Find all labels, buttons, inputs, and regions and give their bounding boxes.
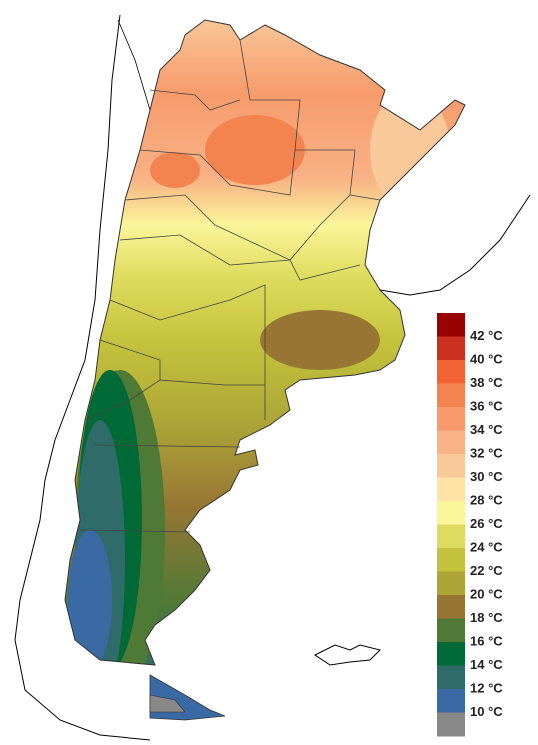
legend-label: 32 °C (470, 445, 503, 460)
hot-zone (205, 115, 305, 185)
legend-label: 26 °C (470, 516, 503, 531)
legend-swatch (437, 454, 465, 478)
falkland-islands (314, 644, 381, 666)
legend-swatch (437, 477, 465, 502)
legend: 42 °C 40 °C 38 °C 36 °C 34 °C 32 °C 30 °C 28 °C… (437, 313, 503, 737)
legend-swatch (437, 430, 465, 455)
province-border (109, 284, 266, 420)
province-border (124, 194, 351, 261)
chile-coast (14, 14, 151, 741)
province-border (94, 444, 241, 448)
cold-zone (68, 530, 112, 665)
cool-zone (260, 310, 380, 370)
legend-swatch (437, 642, 465, 666)
legend-swatch (437, 383, 465, 408)
legend-label: 20 °C (470, 586, 503, 601)
hot-zone (150, 152, 200, 188)
legend-label: 18 °C (470, 610, 503, 625)
legend-swatch (437, 524, 465, 549)
province-border (139, 149, 296, 196)
legend-swatch (437, 336, 465, 361)
legend-swatch (437, 548, 465, 572)
legend-swatch (437, 689, 465, 713)
chile-border (117, 19, 151, 111)
legend-label: 16 °C (470, 633, 503, 648)
legend-swatch (437, 571, 465, 596)
legend-label: 34 °C (470, 422, 503, 437)
legend-label: 40 °C (470, 351, 503, 366)
legend-label: 22 °C (470, 563, 503, 578)
legend-label: 38 °C (470, 375, 503, 390)
tierra-del-fuego-chile (149, 694, 186, 713)
legend-swatch (437, 595, 465, 619)
legend-label: 12 °C (470, 680, 503, 695)
legend-label: 42 °C (470, 328, 503, 343)
uruguay-coast (379, 194, 531, 296)
mild-zone (370, 90, 450, 210)
legend-swatch (437, 712, 465, 737)
legend-swatch (437, 618, 465, 643)
province-border (84, 379, 161, 421)
legend-swatch (437, 407, 465, 431)
legend-label: 28 °C (470, 492, 503, 507)
legend-label: 36 °C (470, 398, 503, 413)
legend-swatch (437, 665, 465, 690)
legend-label: 14 °C (470, 657, 503, 672)
legend-label: 30 °C (470, 469, 503, 484)
legend-label: 10 °C (470, 704, 503, 719)
legend-swatch (437, 360, 465, 384)
province-border (149, 89, 241, 111)
legend-swatch (437, 501, 465, 525)
province-borders (79, 39, 381, 533)
province-border (119, 234, 361, 281)
province-border (79, 529, 191, 533)
legend-label: 24 °C (470, 539, 503, 554)
legend-swatch (437, 313, 465, 337)
